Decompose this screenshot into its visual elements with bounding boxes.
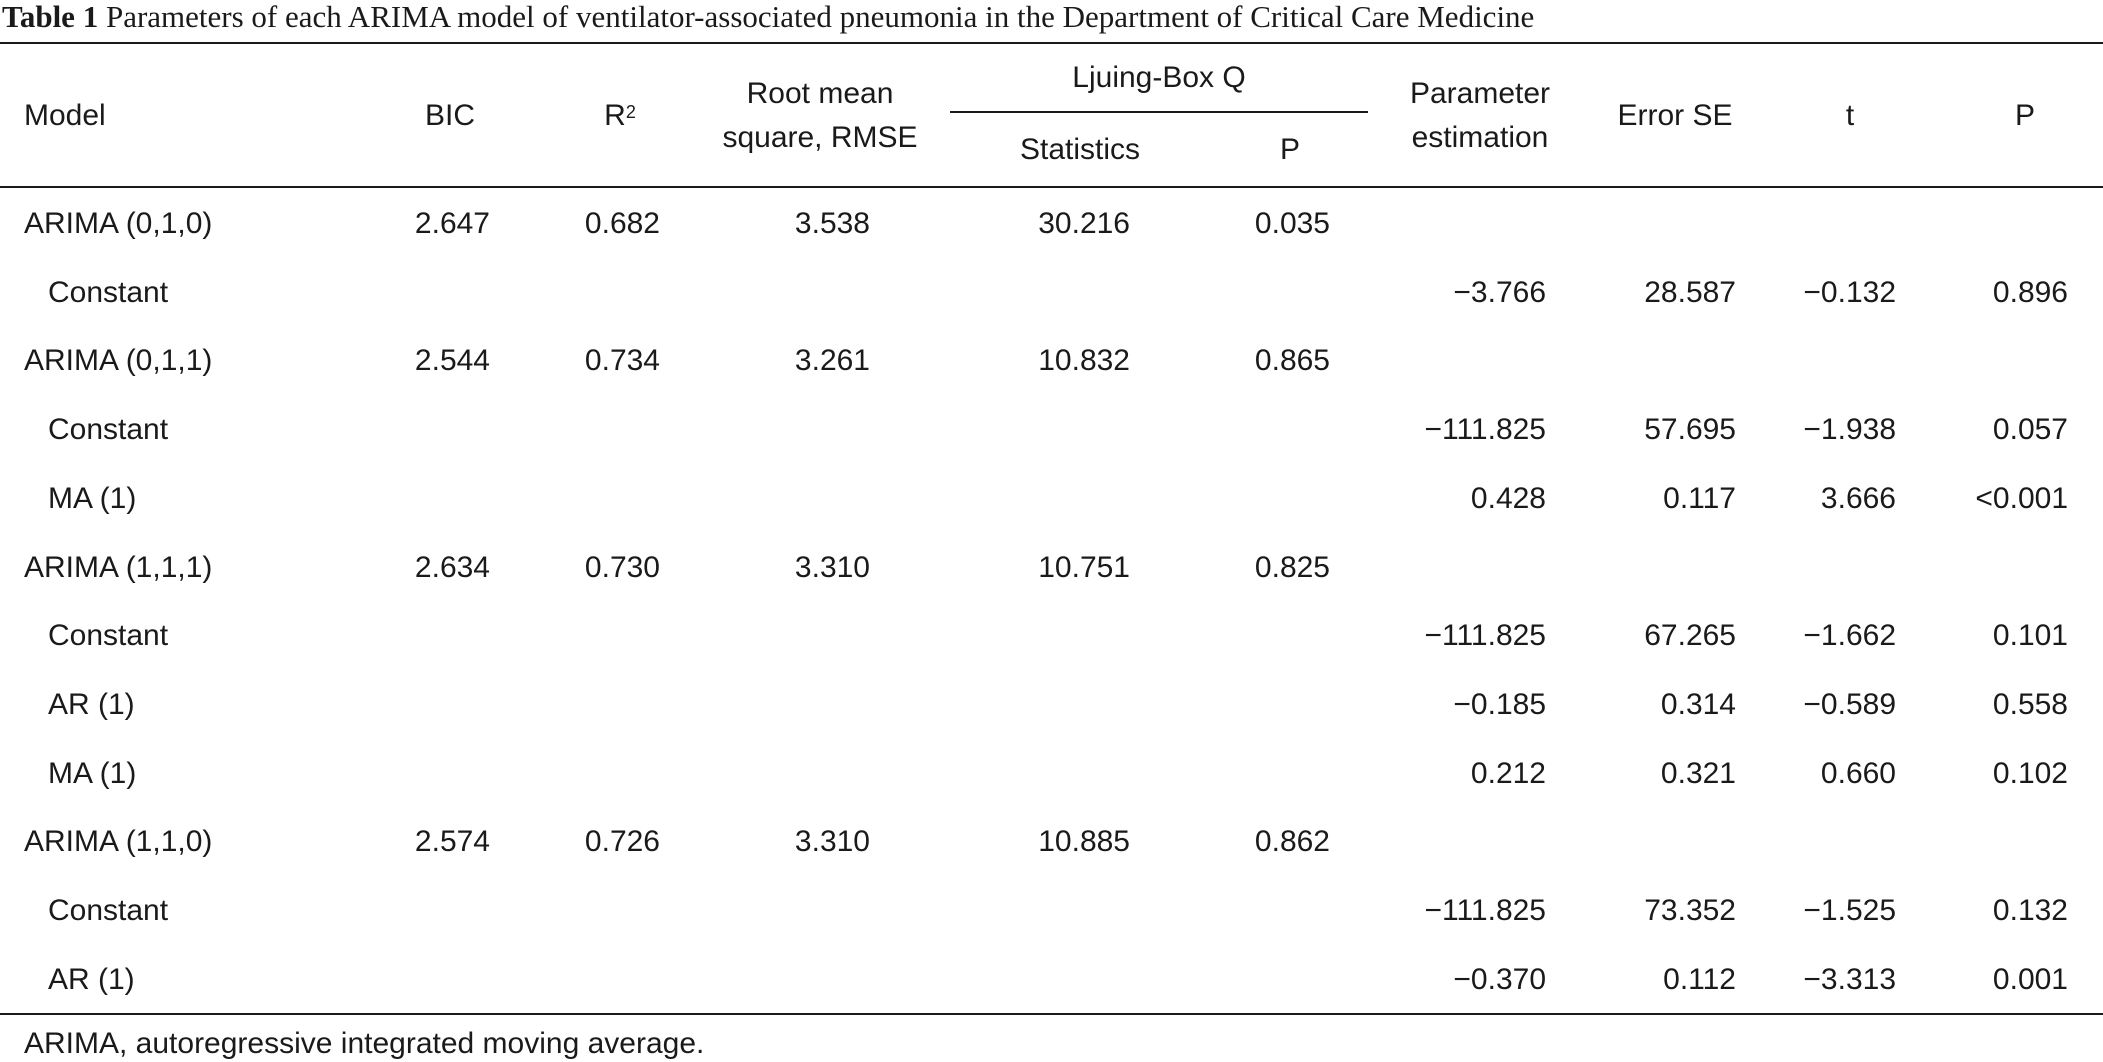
bottom-rule — [0, 1013, 2103, 1015]
cell-statistics: 10.885 — [1038, 825, 1130, 859]
cell-error-se: 28.587 — [1644, 275, 1736, 309]
cell-statistics: 10.832 — [1038, 344, 1130, 378]
cell-parameter-name: MA (1) — [48, 756, 137, 790]
cell-lb-p: 0.862 — [1254, 825, 1330, 859]
cell-t: −0.589 — [1803, 687, 1896, 721]
header-rmse-line1: Root mean — [746, 77, 894, 110]
ljung-box-rule — [950, 111, 1368, 113]
top-rule — [0, 42, 2103, 44]
cell-estimate: −0.185 — [1453, 687, 1546, 721]
cell-estimate: −111.825 — [1424, 619, 1546, 653]
cell-error-se: 0.112 — [1663, 962, 1736, 996]
cell-p: <0.001 — [1975, 481, 2068, 515]
cell-parameter-name: Constant — [48, 413, 169, 447]
table-caption: Table 1 Parameters of each ARIMA model o… — [2, 0, 1534, 36]
cell-model-name: ARIMA (0,1,1) — [24, 344, 213, 378]
cell-lb-p: 0.825 — [1254, 550, 1330, 584]
cell-estimate: 0.428 — [1470, 481, 1546, 515]
header-r2-sup: 2 — [625, 102, 636, 122]
cell-error-se: 73.352 — [1644, 894, 1736, 927]
header-param-line1: Parameter — [1409, 77, 1551, 110]
cell-bic: 2.634 — [414, 550, 490, 584]
header-rule — [0, 186, 2103, 188]
cell-r2: 0.682 — [584, 207, 660, 240]
header-t: t — [1845, 99, 1855, 132]
cell-statistics: 10.751 — [1038, 550, 1130, 584]
header-p: P — [2014, 99, 2035, 132]
cell-t: −1.938 — [1803, 413, 1896, 447]
header-r2: R2 — [570, 98, 670, 134]
cell-t: −1.662 — [1803, 619, 1896, 653]
cell-rmse: 3.261 — [794, 344, 870, 378]
header-rmse-line2: square, RMSE — [722, 121, 918, 154]
cell-parameter-name: AR (1) — [48, 687, 135, 721]
cell-p: 0.132 — [1992, 894, 2068, 927]
cell-r2: 0.730 — [584, 550, 660, 584]
cell-estimate: −3.766 — [1453, 275, 1546, 309]
cell-estimate: −0.370 — [1453, 962, 1546, 996]
cell-estimate: −111.825 — [1424, 894, 1546, 927]
cell-t: −0.132 — [1803, 275, 1896, 309]
cell-p: 0.057 — [1992, 413, 2068, 447]
cell-error-se: 67.265 — [1644, 619, 1736, 653]
caption-text: Parameters of each ARIMA model of ventil… — [105, 0, 1535, 34]
cell-r2: 0.734 — [584, 344, 660, 378]
header-model: Model — [24, 99, 106, 132]
cell-parameter-name: AR (1) — [48, 962, 135, 996]
header-bic: BIC — [424, 99, 475, 132]
table-footnote: ARIMA, autoregressive integrated moving … — [24, 1027, 705, 1060]
cell-error-se: 0.314 — [1660, 687, 1736, 721]
cell-error-se: 57.695 — [1644, 413, 1736, 447]
cell-error-se: 0.321 — [1660, 756, 1736, 790]
caption-label: Table 1 — [2, 0, 99, 34]
cell-r2: 0.726 — [584, 825, 660, 859]
cell-parameter-name: Constant — [48, 619, 169, 653]
header-lb-p: P — [1279, 133, 1300, 166]
cell-t: 0.660 — [1820, 756, 1896, 790]
cell-rmse: 3.310 — [794, 825, 870, 859]
cell-lb-p: 0.865 — [1254, 344, 1330, 378]
header-error-se: Error SE — [1617, 99, 1733, 132]
cell-model-name: ARIMA (1,1,0) — [24, 825, 213, 859]
cell-rmse: 3.310 — [794, 550, 870, 584]
cell-statistics: 30.216 — [1038, 207, 1130, 240]
cell-estimate: 0.212 — [1470, 756, 1546, 790]
cell-parameter-name: Constant — [48, 275, 169, 309]
cell-bic: 2.544 — [414, 344, 490, 378]
cell-p: 0.101 — [1992, 619, 2068, 653]
cell-bic: 2.574 — [414, 825, 490, 859]
header-statistics: Statistics — [1019, 133, 1141, 166]
cell-parameter-name: MA (1) — [48, 481, 137, 515]
cell-model-name: ARIMA (1,1,1) — [24, 550, 213, 584]
cell-model-name: ARIMA (0,1,0) — [24, 207, 213, 240]
cell-t: −1.525 — [1803, 894, 1896, 927]
cell-p: 0.001 — [1992, 962, 2068, 996]
header-ljung-box: Ljuing-Box Q — [1072, 61, 1246, 94]
header-r2-base: R — [604, 99, 626, 132]
cell-parameter-name: Constant — [48, 894, 169, 927]
cell-estimate: −111.825 — [1424, 413, 1546, 447]
cell-p: 0.558 — [1992, 687, 2068, 721]
header-param-line2: estimation — [1411, 121, 1549, 154]
cell-lb-p: 0.035 — [1254, 207, 1330, 240]
cell-p: 0.102 — [1992, 756, 2068, 790]
cell-t: −3.313 — [1803, 962, 1896, 996]
cell-p: 0.896 — [1992, 275, 2068, 309]
cell-t: 3.666 — [1820, 481, 1896, 515]
cell-bic: 2.647 — [414, 207, 490, 240]
cell-error-se: 0.117 — [1663, 481, 1736, 515]
cell-rmse: 3.538 — [794, 207, 870, 240]
